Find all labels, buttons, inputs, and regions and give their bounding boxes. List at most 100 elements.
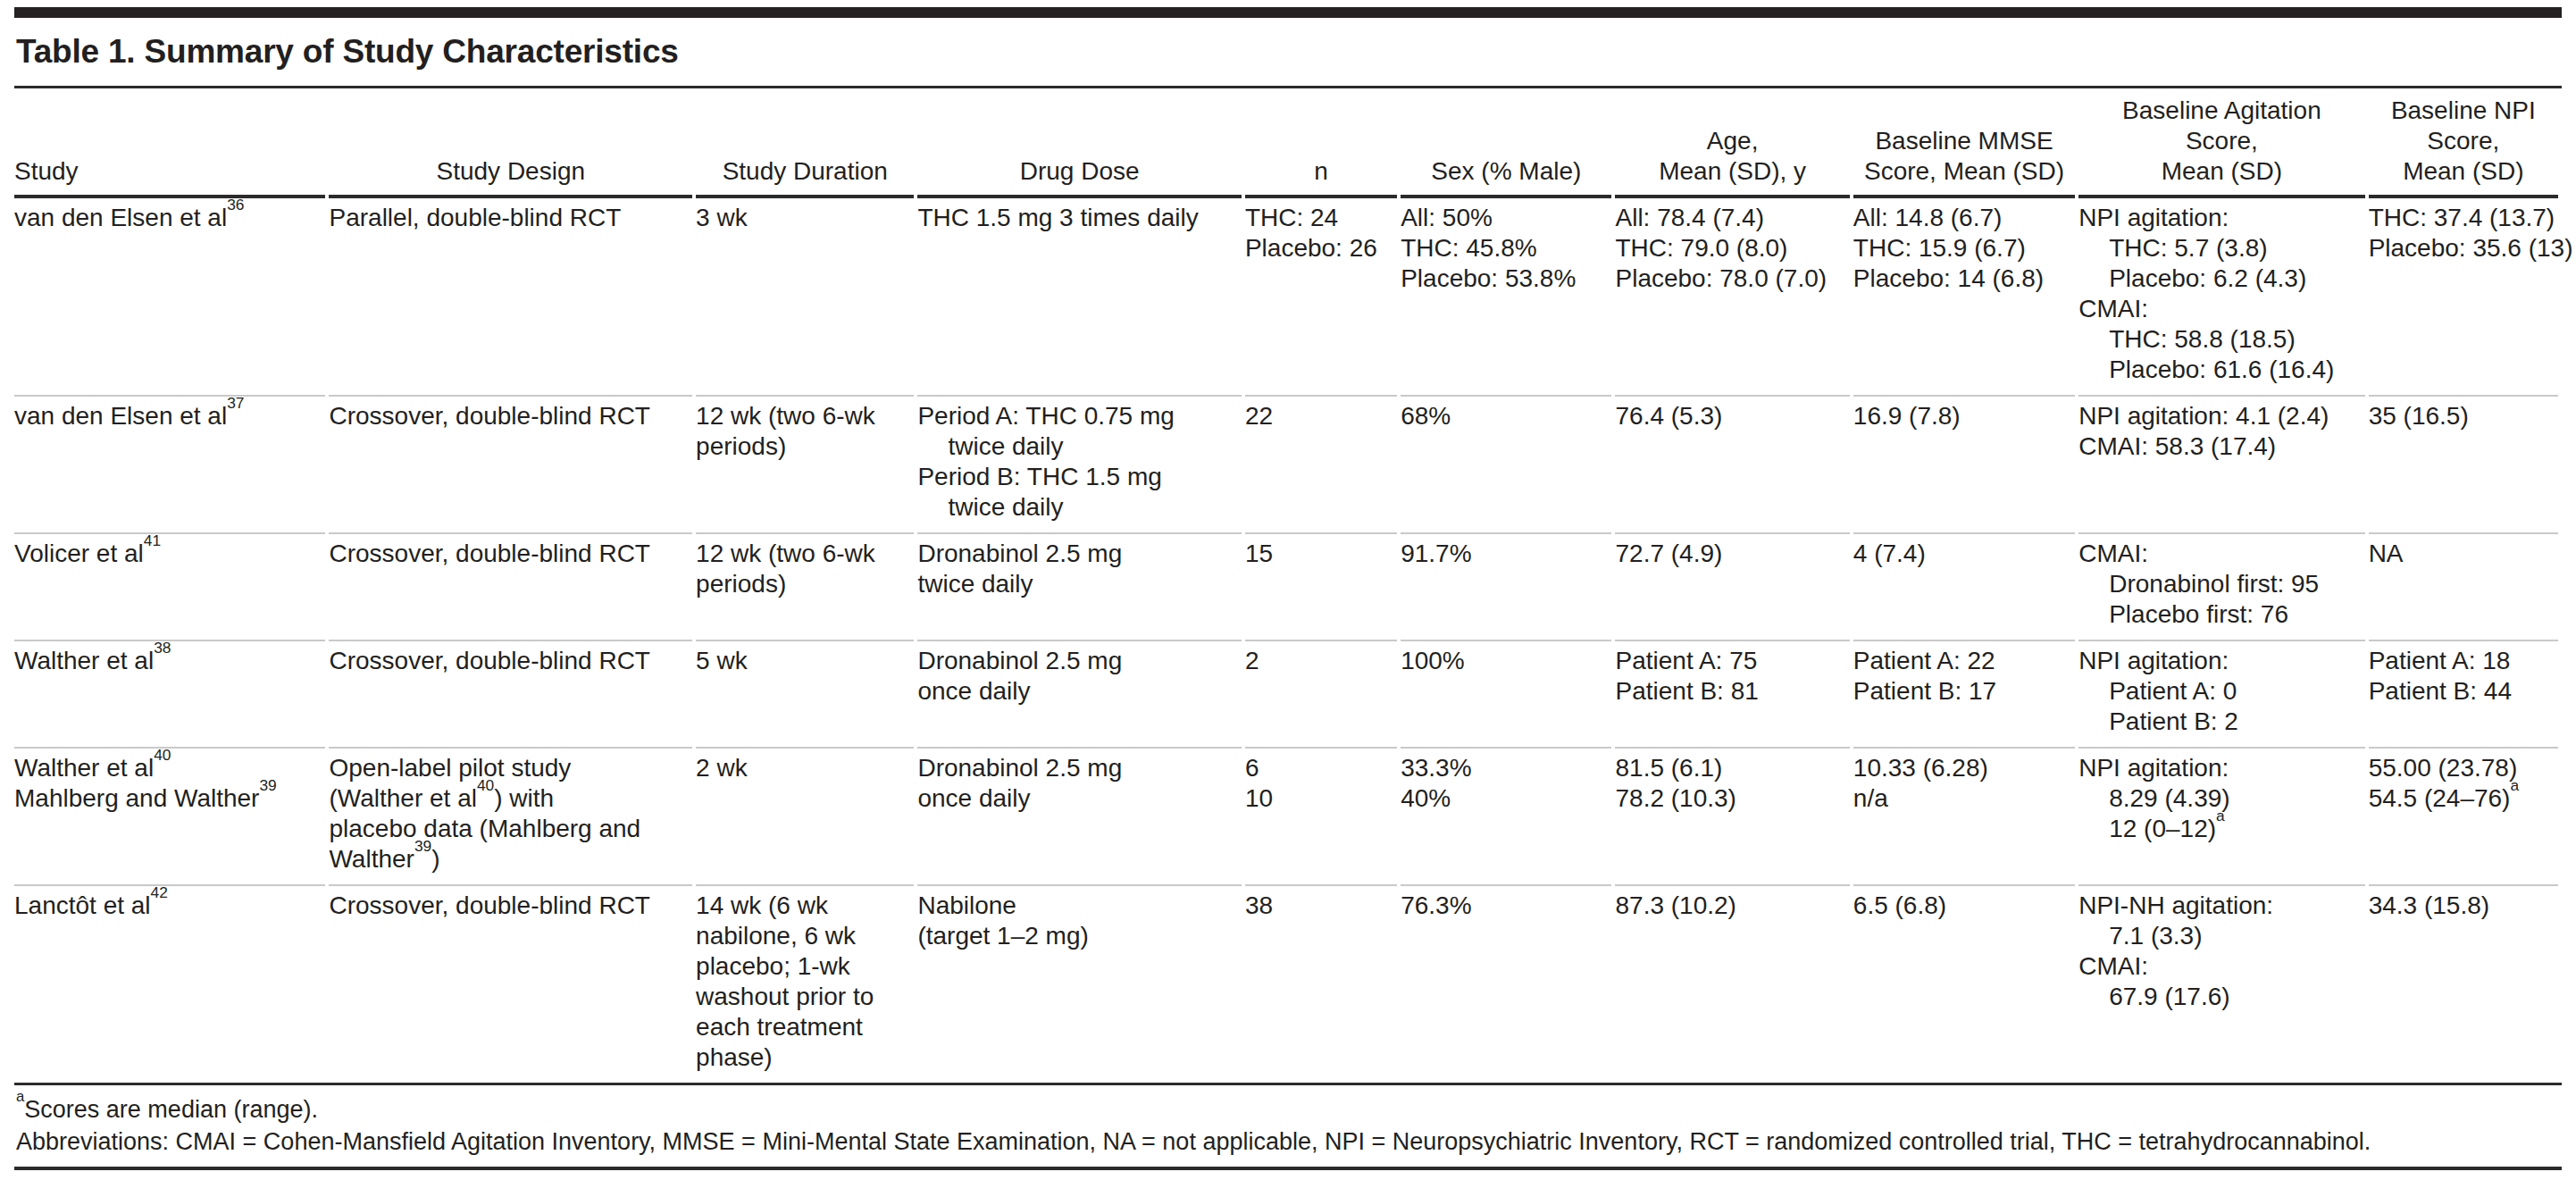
table-cell: Open-label pilot study(Walther et al40) … bbox=[329, 747, 692, 884]
cell-line: twice daily bbox=[917, 431, 1242, 462]
table-cell: 91.7% bbox=[1401, 532, 1611, 640]
table-cell: CMAI:Dronabinol first: 95Placebo first: … bbox=[2078, 532, 2364, 640]
cell-line: Placebo: 78.0 (7.0) bbox=[1615, 264, 1849, 294]
cell-line: Baseline NPI bbox=[2369, 96, 2558, 126]
cell-line: 67.9 (17.6) bbox=[2078, 982, 2364, 1012]
cell-line: n bbox=[1245, 156, 1397, 187]
column-header-sex-percent-male: Sex (% Male) bbox=[1401, 88, 1611, 198]
cell-line: All: 78.4 (7.4) bbox=[1615, 203, 1849, 233]
table-cell: 22 bbox=[1245, 395, 1397, 532]
cell-line: Score, bbox=[2078, 126, 2364, 156]
table-cell: 76.4 (5.3) bbox=[1615, 395, 1849, 532]
table-cell: All: 50%THC: 45.8%Placebo: 53.8% bbox=[1401, 198, 1611, 395]
table-cell: Crossover, double-blind RCT bbox=[329, 640, 692, 747]
cell-line: each treatment bbox=[696, 1012, 914, 1042]
cell-line: placebo data (Mahlberg and bbox=[329, 814, 692, 844]
column-header-study-duration: Study Duration bbox=[696, 88, 914, 198]
cell-line: Study bbox=[14, 156, 325, 187]
column-header-n: n bbox=[1245, 88, 1397, 198]
cell-line: NPI agitation: bbox=[2078, 203, 2364, 233]
cell-line: 2 wk bbox=[696, 753, 914, 783]
table-cell: 610 bbox=[1245, 747, 1397, 884]
cell-line: Dronabinol 2.5 mg bbox=[917, 539, 1242, 569]
table-cell: van den Elsen et al37 bbox=[14, 395, 325, 532]
cell-line: 14 wk (6 wk bbox=[696, 891, 914, 921]
cell-line: All: 50% bbox=[1401, 203, 1611, 233]
table-cell: NPI agitation:Patient A: 0Patient B: 2 bbox=[2078, 640, 2364, 747]
cell-line: placebo; 1-wk bbox=[696, 951, 914, 982]
cell-line: Mahlberg and Walther39 bbox=[14, 783, 325, 814]
cell-line: 55.00 (23.78) bbox=[2369, 753, 2558, 783]
cell-line: 100% bbox=[1401, 646, 1611, 676]
cell-line: Sex (% Male) bbox=[1401, 156, 1611, 187]
table-cell: Dronabinol 2.5 mgtwice daily bbox=[917, 532, 1242, 640]
cell-line: Walther et al38 bbox=[14, 646, 325, 676]
cell-line: Placebo first: 76 bbox=[2078, 599, 2364, 630]
cell-line: 10.33 (6.28) bbox=[1853, 753, 2075, 783]
table-cell: NPI agitation:THC: 5.7 (3.8)Placebo: 6.2… bbox=[2078, 198, 2364, 395]
cell-line: Placebo: 6.2 (4.3) bbox=[2078, 264, 2364, 294]
table-cell: 81.5 (6.1)78.2 (10.3) bbox=[1615, 747, 1849, 884]
table-row: Walther et al40Mahlberg and Walther39Ope… bbox=[14, 747, 2558, 884]
table-cell: 3 wk bbox=[696, 198, 914, 395]
table-cell: 12 wk (two 6-wkperiods) bbox=[696, 395, 914, 532]
cell-line: Score, bbox=[2369, 126, 2558, 156]
cell-line: Patient A: 22 bbox=[1853, 646, 2075, 676]
cell-line: Baseline Agitation bbox=[2078, 96, 2364, 126]
cell-line: NA bbox=[2369, 539, 2558, 569]
table-cell: 5 wk bbox=[696, 640, 914, 747]
cell-line: CMAI: bbox=[2078, 951, 2364, 982]
cell-line: Patient A: 75 bbox=[1615, 646, 1849, 676]
cell-line: Walther39) bbox=[329, 844, 692, 875]
cell-line: 10 bbox=[1245, 783, 1397, 814]
cell-line: 72.7 (4.9) bbox=[1615, 539, 1849, 569]
table-cell: 33.3%40% bbox=[1401, 747, 1611, 884]
cell-line: Placebo: 14 (6.8) bbox=[1853, 264, 2075, 294]
table-cell: Walther et al40Mahlberg and Walther39 bbox=[14, 747, 325, 884]
cell-line: van den Elsen et al36 bbox=[14, 203, 325, 233]
cell-line: CMAI: bbox=[2078, 539, 2364, 569]
table-cell: Period A: THC 0.75 mgtwice dailyPeriod B… bbox=[917, 395, 1242, 532]
cell-line: CMAI: bbox=[2078, 294, 2364, 324]
table-cell: Dronabinol 2.5 mgonce daily bbox=[917, 640, 1242, 747]
cell-line: Dronabinol 2.5 mg bbox=[917, 753, 1242, 783]
cell-line: 22 bbox=[1245, 401, 1397, 431]
table-row: Lanctôt et al42Crossover, double-blind R… bbox=[14, 884, 2558, 1083]
column-header-baseline-agitation: Baseline AgitationScore,Mean (SD) bbox=[2078, 88, 2364, 198]
cell-line: THC: 5.7 (3.8) bbox=[2078, 233, 2364, 264]
cell-line: Baseline MMSE bbox=[1853, 126, 2075, 156]
cell-line: 3 wk bbox=[696, 203, 914, 233]
cell-line: 91.7% bbox=[1401, 539, 1611, 569]
table-top-bar bbox=[14, 7, 2562, 18]
cell-line: Placebo: 35.6 (13) bbox=[2369, 233, 2558, 264]
table-cell: NPI agitation:8.29 (4.39)12 (0–12)a bbox=[2078, 747, 2364, 884]
cell-line: Placebo: 53.8% bbox=[1401, 264, 1611, 294]
cell-line: NPI-NH agitation: bbox=[2078, 891, 2364, 921]
cell-line: Parallel, double-blind RCT bbox=[329, 203, 692, 233]
cell-line: 87.3 (10.2) bbox=[1615, 891, 1849, 921]
table-cell: 12 wk (two 6-wkperiods) bbox=[696, 532, 914, 640]
cell-line: Patient B: 44 bbox=[2369, 676, 2558, 707]
cell-line: Score, Mean (SD) bbox=[1853, 156, 2075, 187]
table-body: van den Elsen et al36Parallel, double-bl… bbox=[14, 198, 2558, 1083]
cell-line: 5 wk bbox=[696, 646, 914, 676]
table-cell: Lanctôt et al42 bbox=[14, 884, 325, 1083]
cell-line: All: 14.8 (6.7) bbox=[1853, 203, 2075, 233]
cell-line: twice daily bbox=[917, 492, 1242, 523]
cell-line: Period A: THC 0.75 mg bbox=[917, 401, 1242, 431]
cell-line: 81.5 (6.1) bbox=[1615, 753, 1849, 783]
table-cell: 2 wk bbox=[696, 747, 914, 884]
footnote: Abbreviations: CMAI = Cohen-Mansfield Ag… bbox=[16, 1126, 2562, 1158]
page-bottom-rule bbox=[14, 1167, 2562, 1170]
cell-line: Patient B: 17 bbox=[1853, 676, 2075, 707]
cell-line: once daily bbox=[917, 783, 1242, 814]
table-cell: Parallel, double-blind RCT bbox=[329, 198, 692, 395]
cell-line: periods) bbox=[696, 569, 914, 599]
cell-line: Placebo: 26 bbox=[1245, 233, 1397, 264]
cell-line: Volicer et al41 bbox=[14, 539, 325, 569]
table-cell: 34.3 (15.8) bbox=[2369, 884, 2558, 1083]
cell-line: THC: 58.8 (18.5) bbox=[2078, 324, 2364, 355]
column-header-drug-dose: Drug Dose bbox=[917, 88, 1242, 198]
table-cell: 87.3 (10.2) bbox=[1615, 884, 1849, 1083]
cell-line: 12 (0–12)a bbox=[2078, 814, 2364, 844]
